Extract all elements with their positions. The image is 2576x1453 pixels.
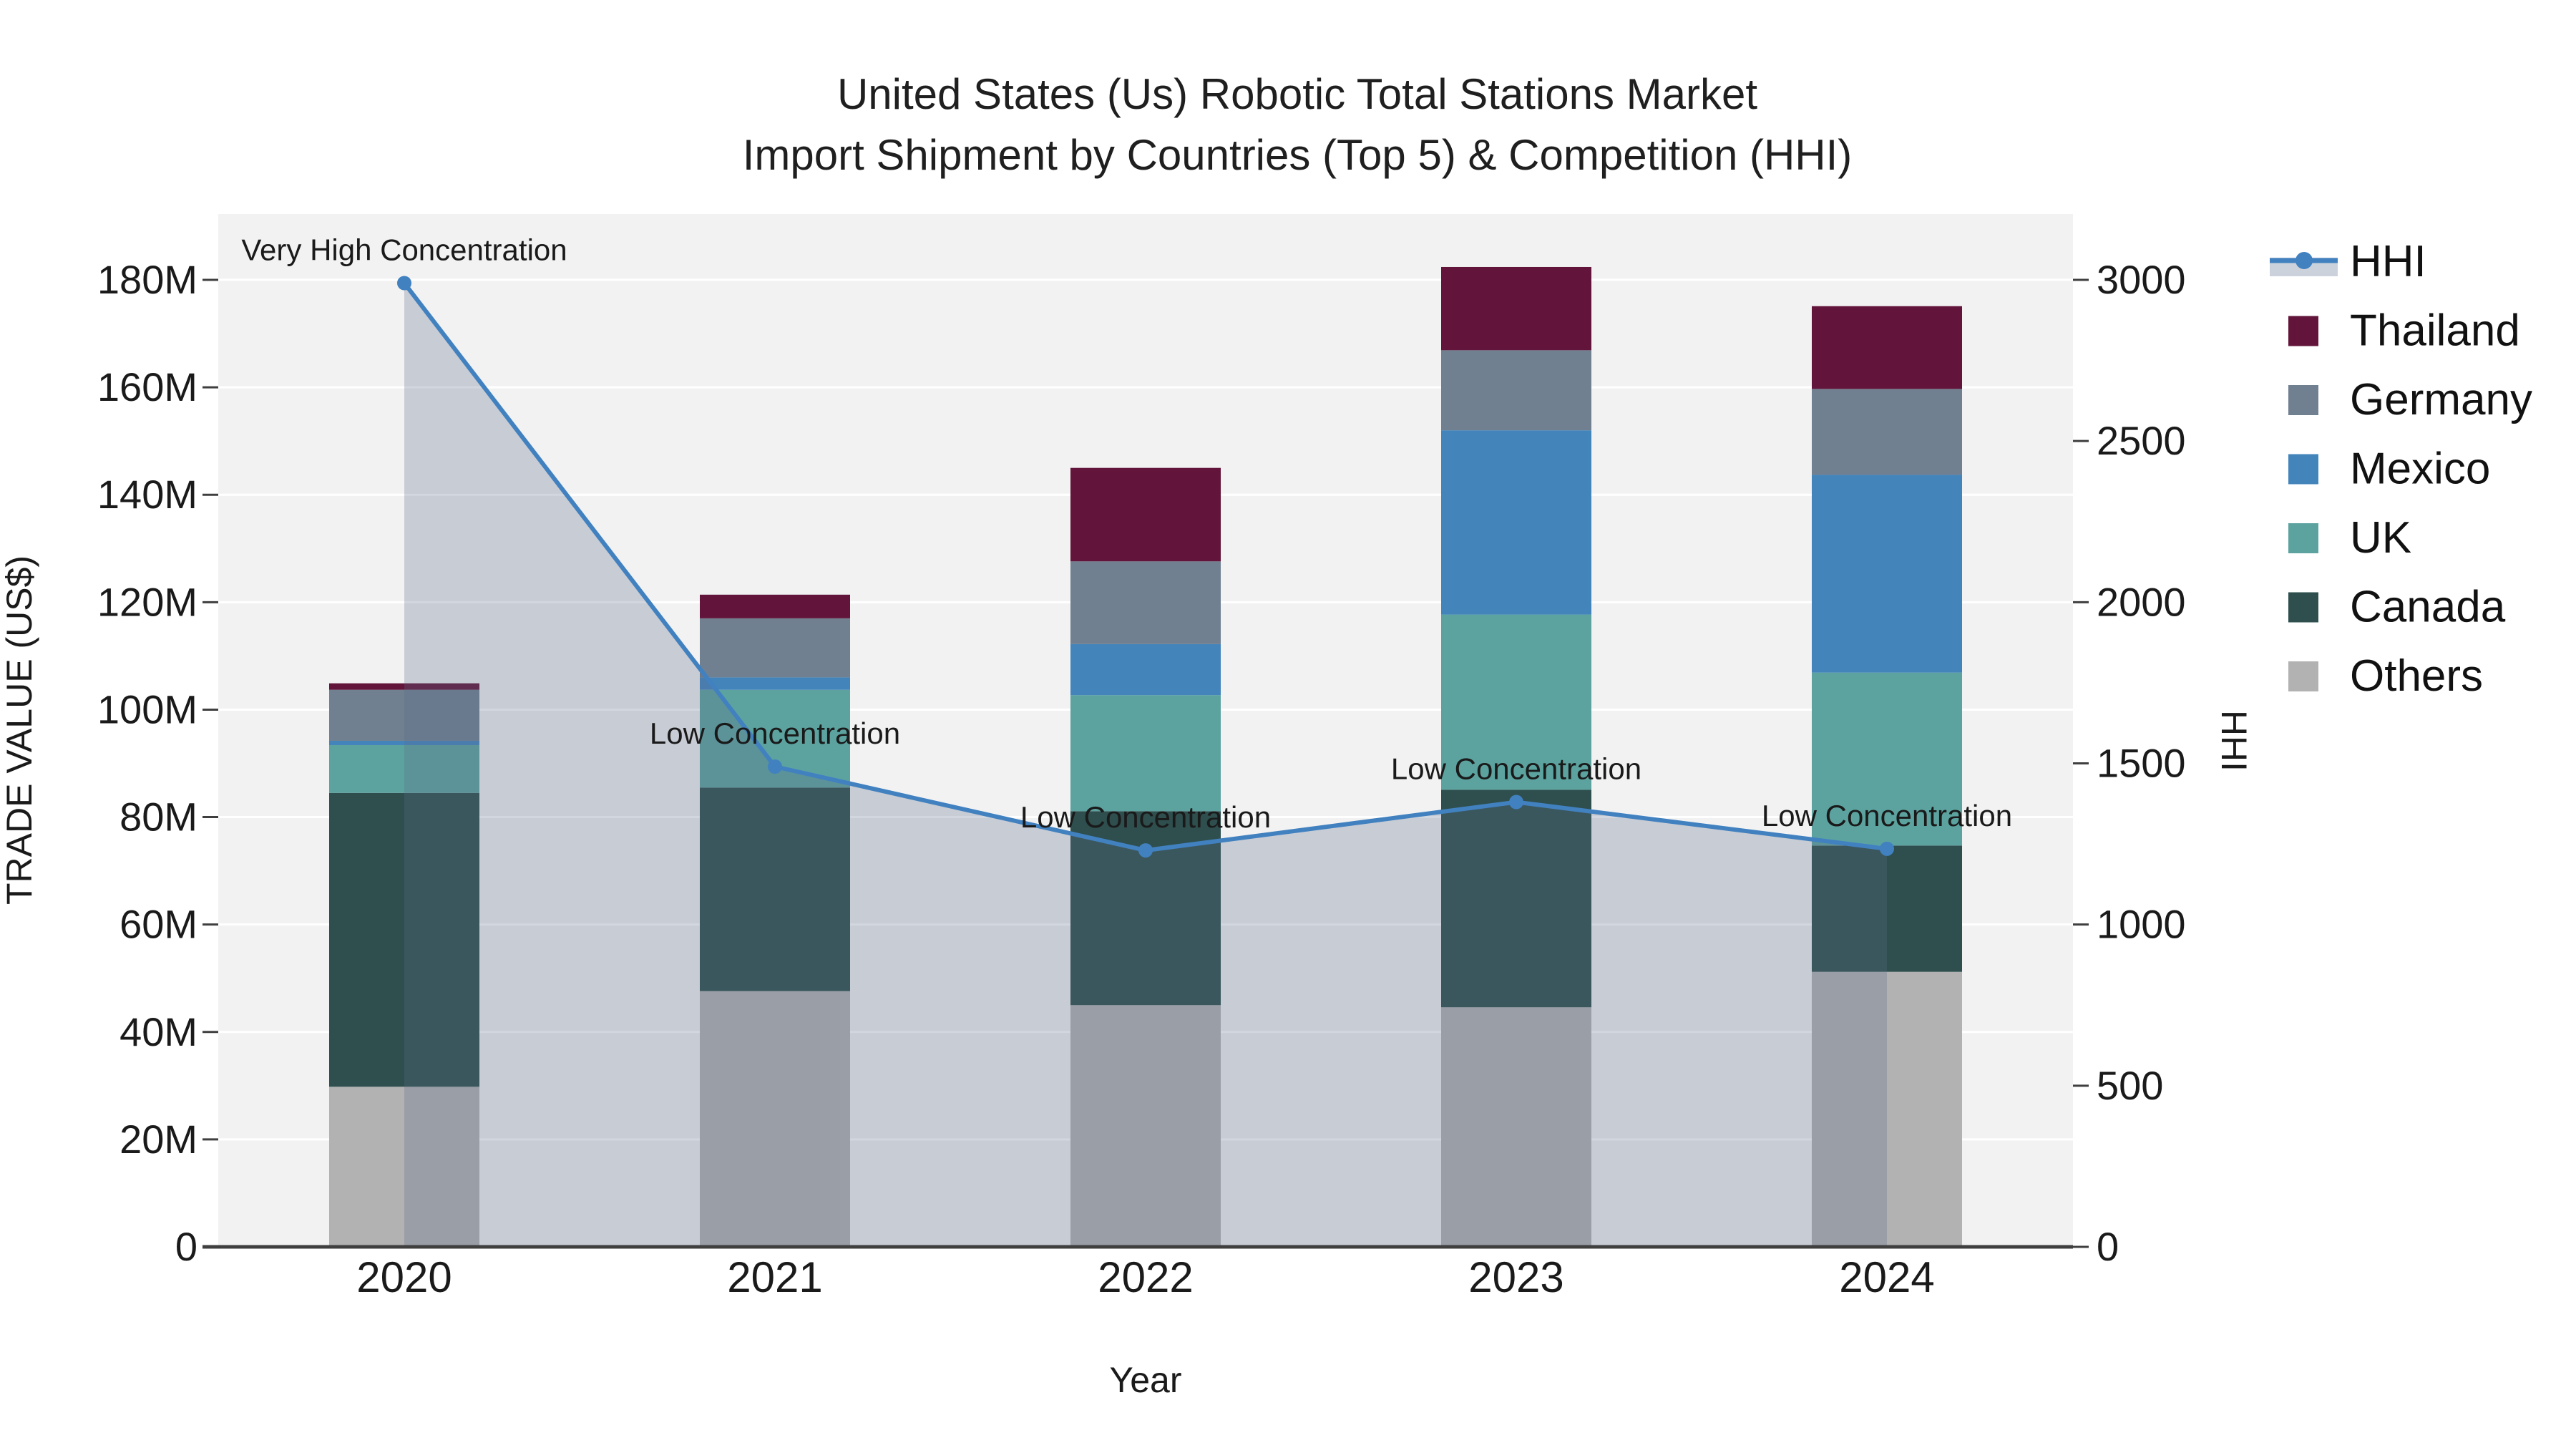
legend-label-uk: UK (2350, 513, 2411, 563)
bar-segment-mexico[interactable] (329, 740, 479, 745)
legend-item-mexico[interactable]: Mexico (2288, 444, 2490, 494)
bar-segment-germany[interactable] (1441, 350, 1591, 431)
y-tick-label-right: 1000 (2097, 902, 2186, 947)
x-tick-label-2021: 2021 (727, 1253, 822, 1301)
bar-segment-thailand[interactable] (1070, 467, 1221, 562)
legend-label-germany: Germany (2350, 375, 2532, 424)
bar-2023 (1441, 266, 1591, 1247)
bar-segment-germany[interactable] (329, 689, 479, 741)
bar-segment-uk[interactable] (329, 744, 479, 793)
chart-title-line2: Import Shipment by Countries (Top 5) & C… (743, 131, 1853, 179)
bar-segment-canada[interactable] (1441, 789, 1591, 1008)
y-axis-left-title: TRADE VALUE (US$) (0, 555, 39, 905)
bar-segment-thailand[interactable] (1441, 266, 1591, 351)
bar-segment-mexico[interactable] (1070, 643, 1221, 696)
bar-segment-others[interactable] (1441, 1007, 1591, 1247)
legend-item-others[interactable]: Others (2288, 651, 2483, 701)
y-tick-label-right: 2500 (2097, 418, 2186, 463)
hhi-marker-2020[interactable] (397, 276, 411, 291)
legend-item-hhi[interactable]: HHI (2270, 237, 2426, 286)
y-tick-label-right: 1500 (2097, 741, 2186, 786)
legend-item-uk[interactable]: UK (2288, 513, 2411, 563)
bar-segment-mexico[interactable] (1812, 475, 1962, 673)
y-tick-label-left: 60M (119, 902, 197, 947)
bar-segment-canada[interactable] (329, 792, 479, 1087)
legend-swatch-uk (2288, 523, 2318, 553)
x-tick-label-2022: 2022 (1098, 1253, 1193, 1301)
x-tick-label-2024: 2024 (1839, 1253, 1934, 1301)
y-tick-label-left: 160M (97, 364, 197, 409)
bar-segment-mexico[interactable] (1441, 430, 1591, 615)
legend-swatch-others (2288, 661, 2318, 691)
annotation-2021: Low Concentration (650, 716, 900, 750)
y-tick-label-left: 180M (97, 257, 197, 302)
legend-label-others: Others (2350, 651, 2483, 701)
x-tick-label-2020: 2020 (356, 1253, 452, 1301)
y-tick-label-right: 500 (2097, 1063, 2163, 1108)
bar-segment-others[interactable] (700, 991, 850, 1247)
bar-segment-germany[interactable] (700, 618, 850, 678)
bar-segment-thailand[interactable] (329, 683, 479, 690)
y-tick-label-left: 20M (119, 1117, 197, 1162)
bar-segment-germany[interactable] (1070, 561, 1221, 644)
annotation-2022: Low Concentration (1020, 800, 1271, 834)
bar-segment-canada[interactable] (1812, 845, 1962, 972)
bar-2020 (329, 683, 479, 1247)
y-tick-label-right: 3000 (2097, 257, 2186, 302)
y-axis-right-title: HHI (2214, 710, 2254, 772)
bar-segment-others[interactable] (1812, 971, 1962, 1247)
bar-segment-uk[interactable] (1070, 695, 1221, 812)
bar-segment-uk[interactable] (1812, 672, 1962, 846)
y-tick-label-left: 80M (119, 794, 197, 840)
y-tick-label-left: 40M (119, 1009, 197, 1054)
bar-2024 (1812, 306, 1962, 1247)
y-tick-label-left: 120M (97, 579, 197, 624)
bar-segment-thailand[interactable] (700, 594, 850, 618)
annotation-2023: Low Concentration (1391, 752, 1641, 786)
hhi-marker-2024[interactable] (1880, 841, 1894, 856)
hhi-marker-2022[interactable] (1138, 843, 1153, 858)
legend-swatch-canada (2288, 592, 2318, 623)
annotation-2024: Low Concentration (1762, 799, 2012, 832)
x-axis-title: Year (1109, 1360, 1181, 1400)
legend-item-canada[interactable]: Canada (2288, 583, 2506, 632)
legend-swatch-germany (2288, 385, 2318, 415)
annotation-2020: Very High Concentration (241, 233, 567, 267)
bar-2022 (1070, 467, 1221, 1247)
legend-label-canada: Canada (2350, 583, 2506, 632)
bar-segment-mexico[interactable] (700, 677, 850, 690)
chart-title-line1: United States (Us) Robotic Total Station… (837, 70, 1757, 118)
y-tick-label-left: 100M (97, 686, 197, 732)
legend-label-thailand: Thailand (2350, 306, 2520, 356)
hhi-marker-2021[interactable] (768, 759, 782, 774)
bar-segment-uk[interactable] (1441, 614, 1591, 790)
y-tick-label-left: 0 (175, 1224, 197, 1269)
legend-hhi-marker (2296, 252, 2313, 269)
legend-swatch-mexico (2288, 454, 2318, 485)
legend-swatch-thailand (2288, 316, 2318, 346)
bar-segment-thailand[interactable] (1812, 306, 1962, 389)
bar-segment-germany[interactable] (1812, 389, 1962, 475)
bar-2021 (700, 594, 850, 1247)
legend-item-germany[interactable]: Germany (2288, 375, 2532, 424)
legend-label-hhi: HHI (2350, 237, 2426, 286)
y-tick-label-left: 140M (97, 472, 197, 517)
y-tick-label-right: 0 (2097, 1224, 2119, 1269)
x-tick-label-2023: 2023 (1468, 1253, 1563, 1301)
legend-label-mexico: Mexico (2350, 444, 2490, 494)
hhi-area (404, 283, 1887, 1248)
bar-segment-others[interactable] (1070, 1005, 1221, 1247)
y-tick-label-right: 2000 (2097, 579, 2186, 624)
bar-segment-others[interactable] (329, 1087, 479, 1247)
legend-item-thailand[interactable]: Thailand (2288, 306, 2520, 356)
bar-segment-canada[interactable] (700, 787, 850, 991)
hhi-marker-2023[interactable] (1509, 794, 1523, 810)
